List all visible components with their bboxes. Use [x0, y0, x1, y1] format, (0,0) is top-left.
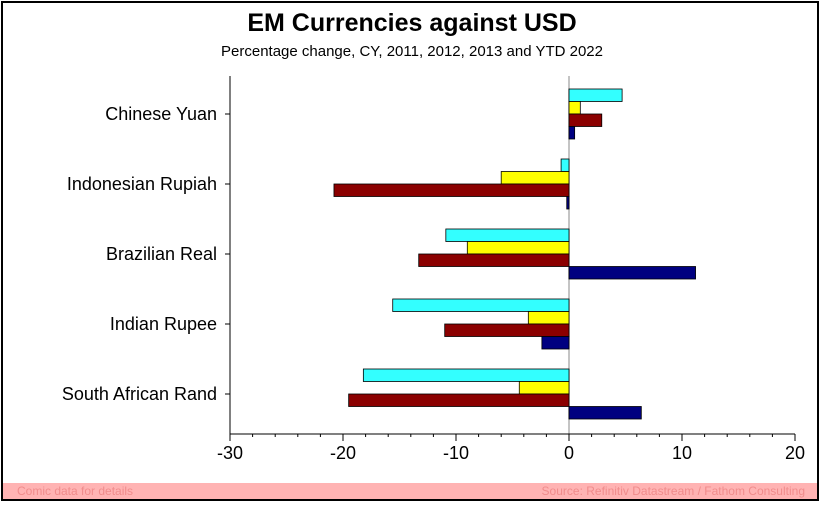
- bar: [541, 336, 570, 350]
- bar: [518, 381, 570, 395]
- x-tick-label: 10: [672, 443, 692, 463]
- bar: [466, 241, 570, 255]
- bar: [568, 101, 581, 115]
- chart-subtitle: Percentage change, CY, 2011, 2012, 2013 …: [221, 43, 603, 60]
- bar: [527, 311, 570, 325]
- bar: [444, 323, 570, 337]
- x-tick-label: 20: [785, 443, 805, 463]
- bar: [568, 88, 623, 102]
- bar-chart-plot: Chinese Yuan Indonesian Rupiah Brazilian R…: [62, 76, 805, 463]
- category-label: Chinese Yuan: [105, 104, 217, 124]
- bar: [348, 393, 570, 407]
- bar: [568, 406, 642, 420]
- chart-title: EM Currencies against USD: [247, 9, 577, 37]
- category-label: South African Rand: [62, 384, 217, 404]
- bar: [333, 183, 570, 197]
- x-tick-label: 0: [564, 443, 574, 463]
- bar: [568, 126, 576, 140]
- bar: [568, 113, 603, 127]
- bar: [445, 228, 570, 242]
- bar: [560, 158, 570, 172]
- bar: [568, 266, 696, 280]
- bar: [362, 368, 570, 382]
- bar: [392, 298, 570, 312]
- footer-bar: Comic data for details Source: Refinitiv…: [3, 483, 817, 499]
- bar: [566, 196, 570, 210]
- x-tick-label: -30: [217, 443, 243, 463]
- footer-note: Comic data for details: [17, 484, 134, 498]
- bar: [500, 171, 570, 185]
- x-tick-label: -20: [330, 443, 356, 463]
- category-label: Brazilian Real: [106, 244, 217, 264]
- x-tick-label: -10: [443, 443, 469, 463]
- category-label: Indian Rupee: [110, 314, 217, 334]
- category-label: Indonesian Rupiah: [67, 174, 217, 194]
- footer-source: Source: Refinitiv Datastream / Fathom Co…: [541, 484, 805, 498]
- bar: [418, 253, 570, 267]
